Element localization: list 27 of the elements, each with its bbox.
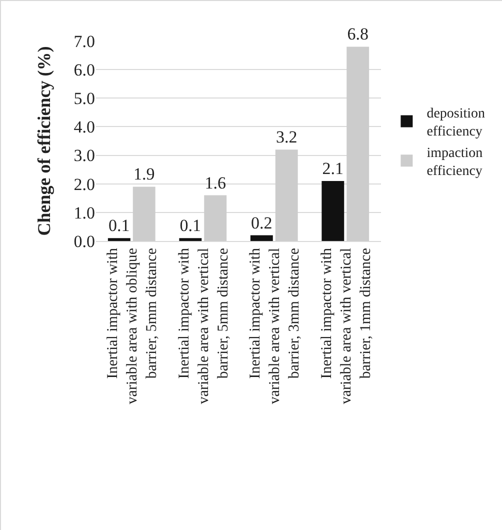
data-label: 0.2: [251, 213, 272, 232]
y-tick-label: 6.0: [74, 60, 95, 80]
y-tick-label: 7.0: [74, 32, 95, 51]
bar: [108, 238, 130, 241]
data-label: 1.9: [133, 164, 155, 184]
bar: [346, 46, 370, 241]
y-tick-label: 4.0: [74, 118, 95, 137]
y-tick-label: 0.0: [74, 232, 95, 251]
y-axis-title: Chenge of efficiency (%): [34, 46, 54, 236]
data-label: 2.1: [322, 159, 344, 178]
data-label: 0.1: [180, 216, 202, 236]
bar: [322, 181, 344, 241]
data-label: 6.8: [347, 24, 368, 44]
y-tick-label: 3.0: [74, 146, 95, 166]
bar: [250, 235, 273, 241]
x-tick-label: Inertial impactor with variable area with oblique barrier, 5mm distance: [105, 248, 160, 404]
bar: [275, 150, 298, 241]
y-tick-label: 2.0: [74, 174, 95, 194]
y-tick-label: 1.0: [74, 203, 95, 222]
legend-label: impaction efficiency: [426, 146, 483, 180]
bar: [132, 186, 156, 241]
data-label: 0.1: [108, 216, 130, 236]
data-label: 3.2: [276, 128, 298, 147]
y-tick-label: 5.0: [74, 89, 95, 108]
bar: [204, 195, 227, 241]
data-label: 1.6: [204, 173, 226, 192]
bar: [179, 238, 202, 241]
